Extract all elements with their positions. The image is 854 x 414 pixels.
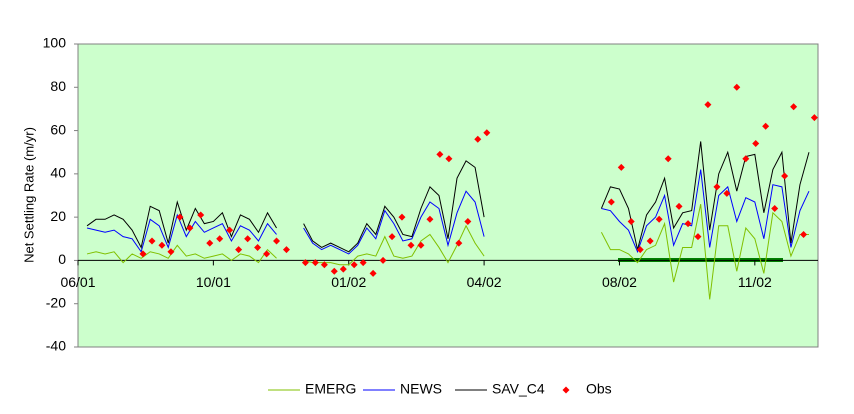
legend-label: SAV_C4 (492, 381, 545, 397)
obs-point (407, 241, 415, 249)
obs-point (810, 114, 818, 122)
obs-point (417, 241, 425, 249)
legend-label: Obs (586, 381, 612, 397)
obs-point (742, 155, 750, 163)
obs-point (339, 265, 347, 273)
line-series (86, 169, 810, 255)
y-axis-label: Net Settling Rate (m/yr) (21, 127, 36, 263)
y-tick-label: -20 (46, 294, 66, 310)
obs-point (636, 246, 644, 254)
x-tick-label: 01/02 (331, 274, 366, 290)
obs-point (713, 183, 721, 191)
obs-point (235, 246, 243, 254)
x-tick-label: 04/02 (467, 274, 502, 290)
obs-point (426, 215, 434, 223)
obs-point (455, 239, 463, 247)
obs-point (675, 202, 683, 210)
x-tick-label: 08/02 (602, 274, 637, 290)
obs-point (350, 261, 358, 269)
obs-point (320, 261, 328, 269)
obs-point (790, 103, 798, 111)
legend-label: NEWS (400, 381, 442, 397)
legend-marker (562, 386, 570, 394)
obs-point (646, 237, 654, 245)
obs-point (186, 224, 194, 232)
obs-point (694, 233, 702, 241)
obs-point (273, 237, 281, 245)
obs-point (781, 172, 789, 180)
obs-point (158, 241, 166, 249)
legend-label: EMERG (305, 381, 356, 397)
obs-point (723, 189, 731, 197)
obs-point (359, 259, 367, 267)
obs-point (483, 129, 491, 137)
obs-point (655, 215, 663, 223)
obs-point (752, 140, 760, 148)
obs-point (398, 213, 406, 221)
obs-point (704, 101, 712, 109)
obs-point (474, 135, 482, 143)
obs-point (167, 248, 175, 256)
line-series (86, 204, 809, 300)
y-tick-label: 60 (50, 121, 66, 137)
obs-point (379, 256, 387, 264)
y-tick-label: 80 (50, 78, 66, 94)
x-tick-label: 06/01 (60, 274, 95, 290)
y-tick-label: -40 (46, 338, 66, 354)
obs-point (206, 239, 214, 247)
obs-point (684, 220, 692, 228)
obs-point (139, 250, 147, 258)
y-tick-label: 0 (58, 251, 66, 267)
obs-point (445, 155, 453, 163)
obs-point (464, 217, 472, 225)
obs-point (197, 211, 205, 219)
y-tick-label: 100 (43, 35, 67, 51)
obs-point (176, 213, 184, 221)
obs-point (263, 250, 271, 258)
obs-point (216, 235, 224, 243)
obs-point (617, 163, 625, 171)
obs-point (301, 259, 309, 267)
obs-point (226, 226, 234, 234)
obs-point (388, 233, 396, 241)
obs-point (664, 155, 672, 163)
obs-point (369, 269, 377, 277)
obs-point (282, 246, 290, 254)
obs-point (607, 198, 615, 206)
obs-point (627, 217, 635, 225)
obs-point (800, 230, 808, 238)
obs-point (771, 204, 779, 212)
obs-point (244, 235, 252, 243)
obs-point (311, 259, 319, 267)
y-tick-label: 40 (50, 165, 66, 181)
x-tick-label: 11/02 (738, 274, 772, 290)
x-tick-label: 10/01 (196, 274, 231, 290)
obs-point (436, 150, 444, 158)
plot-area (77, 43, 819, 348)
y-tick-label: 20 (50, 208, 66, 224)
obs-point (762, 122, 770, 130)
obs-point (148, 237, 156, 245)
obs-point (254, 243, 262, 251)
obs-point (733, 83, 741, 91)
obs-point (330, 267, 338, 275)
